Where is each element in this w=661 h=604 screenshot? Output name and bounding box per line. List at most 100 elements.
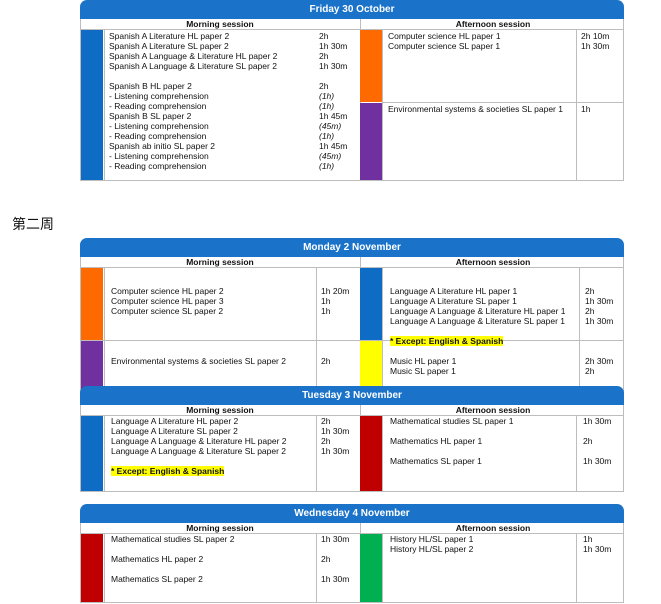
friday-am-duration: (1h) <box>319 131 335 141</box>
friday-am-subject: Spanish A Language & Literature SL paper… <box>109 61 277 71</box>
wednesday-morning-header: Morning session <box>186 523 254 533</box>
friday-am-duration: (45m) <box>319 121 342 131</box>
wednesday-pm-green-bar <box>360 534 382 602</box>
friday-pm-duration: 1h <box>581 104 591 114</box>
tuesday-title: Tuesday 3 November <box>80 386 624 405</box>
friday-am-subject: Spanish B HL paper 2 <box>109 81 192 91</box>
friday-am-subject: - Reading comprehension <box>109 131 207 141</box>
friday-am-blue-bar <box>81 30 103 180</box>
friday-am-subject: - Reading comprehension <box>109 161 207 171</box>
tuesday-afternoon-header: Afternoon session <box>360 405 625 415</box>
monday-am-duration: 1h 20m <box>321 286 350 296</box>
monday-pm-duration: 1h 30m <box>585 316 614 326</box>
friday-am-duration: 1h 45m <box>319 141 348 151</box>
wednesday-am-duration: 1h 30m <box>321 574 350 584</box>
monday-pm-subject: Language A Language & Literature HL pape… <box>390 306 566 316</box>
tuesday-pm-duration: 1h 30m <box>583 416 612 426</box>
friday-am-subject: - Reading comprehension <box>109 101 207 111</box>
monday-am-duration: 1h <box>321 296 331 306</box>
monday-except-note: * Except: English & Spanish <box>390 336 504 346</box>
wednesday-am-red-bar <box>81 534 103 602</box>
tuesday-pm-subject: Mathematics SL paper 1 <box>390 456 482 466</box>
monday-block: Monday 2 November Morning session Aftern… <box>80 238 624 393</box>
friday-am-duration: 1h 30m <box>319 61 348 71</box>
wednesday-am-subject: Mathematics HL paper 2 <box>111 554 204 564</box>
monday-pm-duration: 2h <box>585 306 595 316</box>
friday-am-subject: Spanish A Literature HL paper 2 <box>109 31 230 41</box>
friday-am-duration: 2h <box>319 51 329 61</box>
friday-am-subject: Spanish A Literature SL paper 2 <box>109 41 229 51</box>
monday-title: Monday 2 November <box>80 238 624 257</box>
monday-am-orange-bar <box>81 268 103 340</box>
monday-pm-blue-bar <box>360 268 382 340</box>
tuesday-am-duration: 2h <box>321 416 331 426</box>
friday-pm-orange-bar <box>360 30 382 102</box>
friday-pm-subject: Environmental systems & societies SL pap… <box>388 104 563 114</box>
friday-pm-duration: 1h 30m <box>581 41 610 51</box>
wednesday-block: Wednesday 4 November Morning session Aft… <box>80 504 624 603</box>
friday-am-duration: (1h) <box>319 91 335 101</box>
monday-am-purple-bar <box>81 341 103 392</box>
friday-pm-duration: 2h 10m <box>581 31 610 41</box>
tuesday-am-blue-bar <box>81 416 103 491</box>
friday-grid: Morning session Afternoon session Spanis… <box>80 19 624 181</box>
monday-pm-subject: Music HL paper 1 <box>390 356 457 366</box>
tuesday-am-subject: Language A Language & Literature SL pape… <box>111 446 287 456</box>
tuesday-block: Tuesday 3 November Morning session After… <box>80 386 624 492</box>
monday-am-subject: Environmental systems & societies SL pap… <box>111 356 286 366</box>
friday-am-duration: 1h 30m <box>319 41 348 51</box>
monday-pm-subject: Language A Literature SL paper 1 <box>390 296 517 306</box>
monday-grid: Morning session Afternoon session Comput… <box>80 257 624 393</box>
friday-pm-purple-bar <box>360 103 382 180</box>
friday-am-duration: 1h 45m <box>319 111 348 121</box>
friday-title: Friday 30 October <box>80 0 624 19</box>
monday-am-subject: Computer science HL paper 2 <box>111 286 224 296</box>
wednesday-am-subject: Mathematical studies SL paper 2 <box>111 534 235 544</box>
tuesday-pm-duration: 1h 30m <box>583 456 612 466</box>
monday-pm-yellow-bar <box>360 341 382 392</box>
friday-pm-subject: Computer science SL paper 1 <box>388 41 501 51</box>
monday-am-subject: Computer science HL paper 3 <box>111 296 224 306</box>
monday-pm-subject: Language A Literature HL paper 1 <box>390 286 518 296</box>
friday-morning-header: Morning session <box>186 19 254 29</box>
tuesday-grid: Morning session Afternoon session Langua… <box>80 405 624 492</box>
friday-am-subject: - Listening comprehension <box>109 151 209 161</box>
week-label: 第二周 <box>12 217 54 233</box>
friday-am-subject: - Listening comprehension <box>109 121 209 131</box>
friday-am-duration: (1h) <box>319 161 335 171</box>
tuesday-pm-subject: Mathematics HL paper 1 <box>390 436 483 446</box>
tuesday-am-duration: 1h 30m <box>321 426 350 436</box>
wednesday-am-subject: Mathematics SL paper 2 <box>111 574 203 584</box>
tuesday-am-subject: Language A Literature SL paper 2 <box>111 426 238 436</box>
tuesday-am-subject: Language A Literature HL paper 2 <box>111 416 239 426</box>
monday-pm-duration: 2h 30m <box>585 356 614 366</box>
tuesday-pm-red-bar <box>360 416 382 491</box>
tuesday-pm-subject: Mathematical studies SL paper 1 <box>390 416 514 426</box>
tuesday-pm-duration: 2h <box>583 436 593 446</box>
friday-am-subject: Spanish B SL paper 2 <box>109 111 192 121</box>
wednesday-pm-duration: 1h <box>583 534 593 544</box>
monday-morning-header: Morning session <box>186 257 254 267</box>
wednesday-am-duration: 2h <box>321 554 331 564</box>
wednesday-pm-subject: History HL/SL paper 2 <box>390 544 474 554</box>
friday-am-duration: 2h <box>319 81 329 91</box>
monday-am-subject: Computer science SL paper 2 <box>111 306 224 316</box>
monday-pm-subject: Language A Language & Literature SL pape… <box>390 316 566 326</box>
monday-pm-subject: Music SL paper 1 <box>390 366 456 376</box>
friday-block: Friday 30 October Morning session Aftern… <box>80 0 624 181</box>
wednesday-pm-duration: 1h 30m <box>583 544 612 554</box>
monday-am-duration: 2h <box>321 356 331 366</box>
tuesday-am-subject: Language A Language & Literature HL pape… <box>111 436 287 446</box>
tuesday-am-duration: 2h <box>321 436 331 446</box>
friday-am-duration: 2h <box>319 31 329 41</box>
monday-afternoon-header: Afternoon session <box>360 257 625 267</box>
friday-am-subject: Spanish ab initio SL paper 2 <box>109 141 216 151</box>
friday-am-duration: (1h) <box>319 101 335 111</box>
wednesday-afternoon-header: Afternoon session <box>360 523 625 533</box>
monday-pm-duration: 2h <box>585 366 595 376</box>
friday-afternoon-header: Afternoon session <box>360 19 625 29</box>
tuesday-morning-header: Morning session <box>186 405 254 415</box>
monday-pm-duration: 1h 30m <box>585 296 614 306</box>
wednesday-pm-subject: History HL/SL paper 1 <box>390 534 474 544</box>
wednesday-am-duration: 1h 30m <box>321 534 350 544</box>
